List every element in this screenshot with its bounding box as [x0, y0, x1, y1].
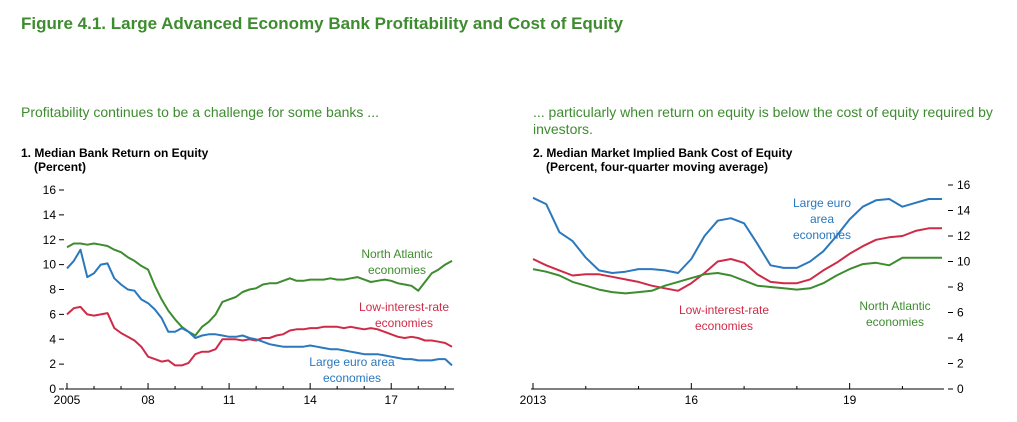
panel1-y-tick-label: 2 [49, 357, 56, 371]
panel2-title-text: 2. Median Market Implied Bank Cost of Eq… [533, 146, 793, 160]
panel2-title: 2. Median Market Implied Bank Cost of Eq… [533, 146, 792, 174]
figure-title: Figure 4.1. Large Advanced Economy Bank … [21, 14, 624, 33]
panel1-y-tick-label: 6 [49, 307, 56, 321]
panel1-series-large-euro-area-economies [66, 248, 453, 367]
panel1-label-line: Low-interest-rate [359, 300, 449, 314]
panel2-x-tick-label: 2013 [520, 393, 547, 407]
panel2-label-line: economies [866, 315, 924, 329]
panel1-y-tick-label: 8 [49, 283, 56, 297]
panel1-title-text: 1. Median Bank Return on Equity [21, 146, 209, 160]
panel2-label-line: economies [793, 228, 851, 242]
panel1-label-line: Large euro area [309, 355, 395, 369]
panel1-title: 1. Median Bank Return on Equity (Percent… [21, 146, 208, 174]
panel1-x-tick-label: 17 [385, 393, 399, 407]
panel1-x-tick-label: 2005 [54, 393, 81, 407]
panel2-label-line: area [810, 212, 834, 226]
panel1-series-low-interest-rate-economies [66, 305, 453, 367]
panel1-x-tick-label: 14 [303, 393, 317, 407]
panel1-x-tick-label: 11 [223, 393, 236, 407]
panel2-y-tick-label: 12 [957, 229, 971, 243]
panel2-y-tick-label: 16 [957, 178, 971, 192]
panel1-label-large-euro-area-economies: Large euro area economies [309, 355, 395, 385]
panel2-y-tick-label: 14 [957, 204, 971, 218]
panel1-label-line: economies [323, 371, 381, 385]
panel1-y-tick-label: 0 [49, 382, 56, 396]
panel2-x-tick-label: 19 [843, 393, 857, 407]
panel2-series-large-euro-area-economies [532, 196, 942, 274]
panel2-label-large-euro-area-economies: Large euro area economies [793, 196, 851, 242]
panel2-y-tick-label: 4 [957, 331, 964, 345]
panel2-y-tick-label: 8 [957, 280, 964, 294]
panel1-series-north-atlantic-economies [66, 242, 453, 337]
panel1-label-north-atlantic-economies: North Atlantic economies [361, 247, 432, 277]
panel2-label-low-interest-rate-economies: Low-interest-rate economies [679, 303, 769, 333]
panel2-y-tick-label: 2 [957, 357, 964, 371]
panel2-y-tick-label: 0 [957, 382, 964, 396]
panel1-label-low-interest-rate-economies: Low-interest-rate economies [359, 300, 449, 330]
panel2-series-low-interest-rate-economies [532, 227, 942, 292]
panel2-series-north-atlantic-economies [532, 256, 942, 295]
panel2-chart: 2013 16 19 0 2 4 6 8 10 12 14 16 Large euro area econo… [520, 178, 971, 407]
panel1-y-tick-label: 4 [49, 332, 56, 346]
panel1-chart: 2005 08 11 14 17 0 2 4 6 8 10 12 14 16 North Atlantic e… [43, 183, 454, 407]
panel2-label-line: Low-interest-rate [679, 303, 769, 317]
panel2-label-north-atlantic-economies: North Atlantic economies [859, 299, 930, 329]
panel1-label-line: economies [368, 263, 426, 277]
panel2-subtitle: ... particularly when return on equity i… [533, 104, 993, 137]
panel1-y-tick-label: 16 [43, 183, 57, 197]
panel2-label-line: North Atlantic [859, 299, 930, 313]
panel2-unit: (Percent, four-quarter moving average) [546, 160, 769, 174]
panel2-label-line: Large euro [793, 196, 851, 210]
panel1-subtitle: Profitability continues to be a challeng… [21, 104, 379, 120]
panel2-x-tick-label: 16 [685, 393, 699, 407]
panel1-y-tick-label: 10 [43, 258, 57, 272]
panel2-y-tick-label: 6 [957, 306, 964, 320]
panel1-label-line: North Atlantic [361, 247, 432, 261]
panel1-y-tick-label: 14 [43, 208, 57, 222]
panel1-label-line: economies [375, 316, 433, 330]
panel1-x-tick-label: 08 [141, 393, 155, 407]
panel2-label-line: economies [695, 319, 753, 333]
panel1-unit: (Percent) [34, 160, 87, 174]
panel1-y-tick-label: 12 [43, 233, 57, 247]
panel2-y-tick-label: 10 [957, 255, 971, 269]
